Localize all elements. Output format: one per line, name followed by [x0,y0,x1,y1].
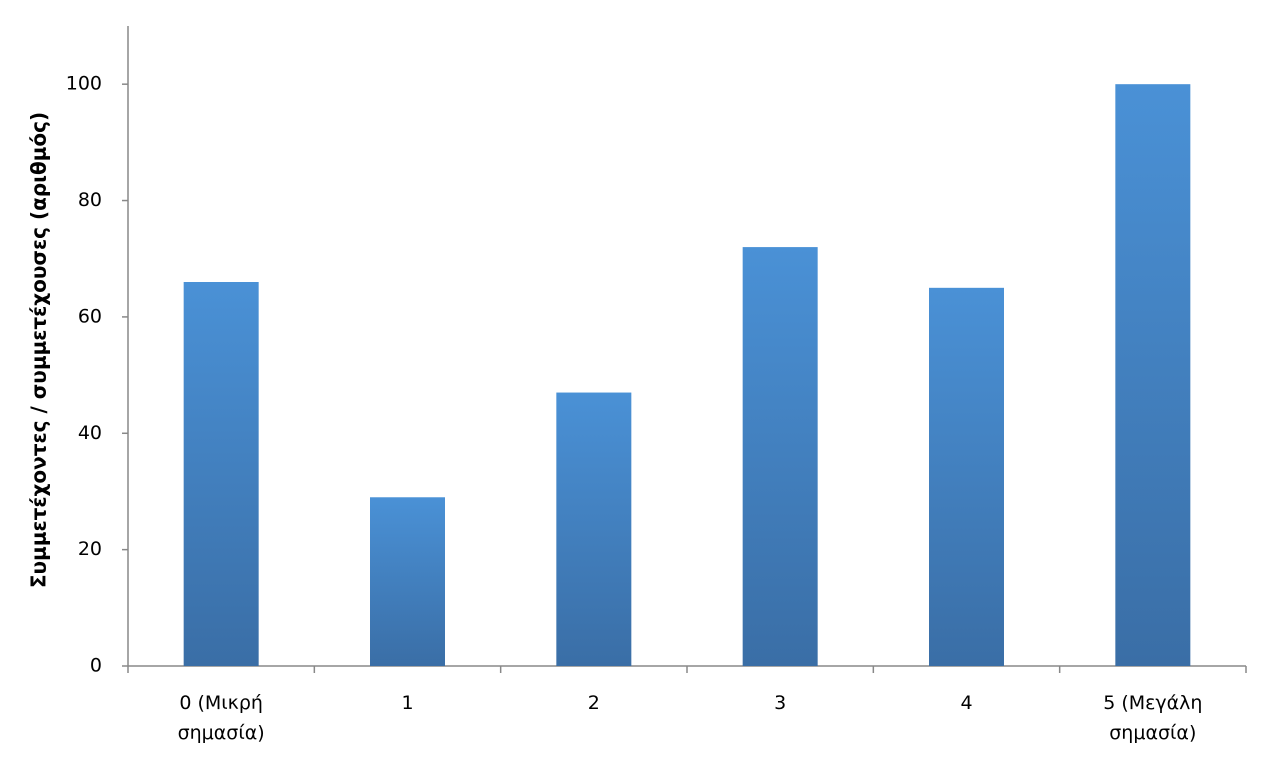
bar [929,287,1004,666]
x-tick-label: 3 [774,692,787,714]
x-tick-label: 5 (Μεγάλη σημασία) [1103,692,1203,744]
bar [742,247,818,666]
x-tick-label: 0 (Μικρή σημασία) [177,692,265,744]
bar [556,392,632,666]
y-tick-label: 20 [78,538,102,560]
bar [1115,84,1191,666]
bar [370,497,445,666]
y-tick-label: 60 [78,305,102,327]
y-tick-label: 40 [78,422,102,444]
y-tick-label: 100 [66,73,102,95]
x-tick-label: 4 [960,692,973,714]
y-axis-title: Συμμετέχοντες / συμμετέχουσες (αριθμός) [27,112,51,588]
x-tick-label: 2 [587,692,600,714]
bar [183,282,259,666]
x-tick-label: 1 [401,692,414,714]
y-tick-label: 0 [90,655,102,677]
y-tick-label: 80 [78,189,102,211]
